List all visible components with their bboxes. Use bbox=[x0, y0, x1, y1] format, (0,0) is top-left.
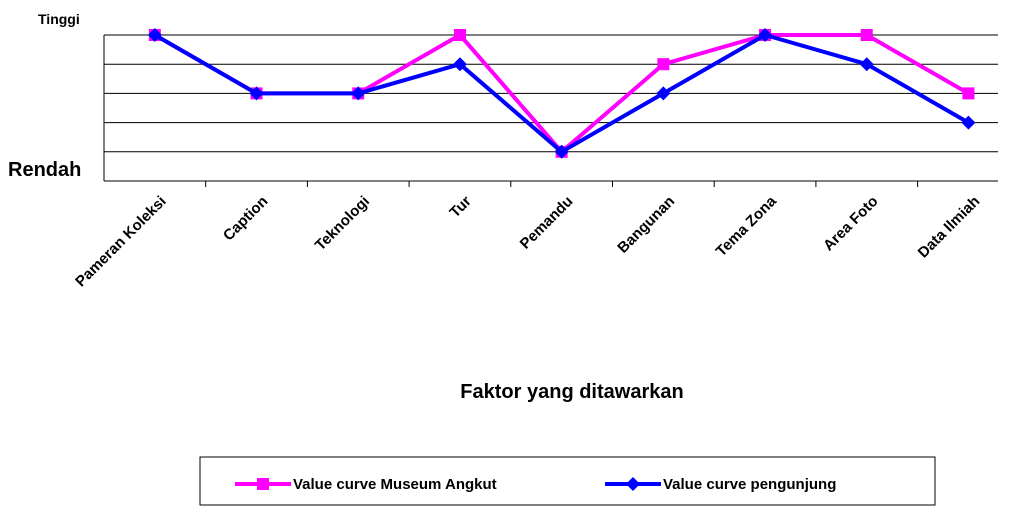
series-marker bbox=[860, 29, 873, 41]
x-axis-title: Faktor yang ditawarkan bbox=[460, 381, 683, 403]
y-bottom-label: Rendah bbox=[8, 159, 81, 181]
series-marker bbox=[147, 28, 162, 42]
series-marker bbox=[859, 57, 874, 72]
series-marker bbox=[962, 87, 975, 100]
x-tick-label: Pemandu bbox=[517, 193, 577, 253]
x-tick-label: Data Ilmiah bbox=[915, 193, 984, 262]
x-tick-label: Area Foto bbox=[820, 193, 882, 255]
legend-marker bbox=[257, 478, 269, 490]
x-tick-label: Tur bbox=[446, 193, 474, 221]
legend-box bbox=[199, 456, 936, 506]
series-marker bbox=[656, 86, 671, 101]
series-marker bbox=[351, 86, 366, 101]
series-marker bbox=[657, 58, 670, 71]
legend-label: Value curve pengunjung bbox=[663, 476, 836, 493]
x-tick-label: Teknologi bbox=[312, 193, 373, 254]
x-tick-label: Pameran Koleksi bbox=[72, 193, 170, 291]
y-top-label: Tinggi bbox=[38, 11, 80, 27]
series-marker bbox=[452, 57, 467, 72]
series-marker bbox=[249, 86, 264, 101]
series-marker bbox=[758, 28, 773, 42]
series-marker bbox=[961, 115, 976, 130]
series-marker bbox=[453, 29, 466, 41]
x-tick-label: Tema Zona bbox=[713, 192, 781, 260]
legend-marker bbox=[626, 477, 640, 491]
x-tick-label: Caption bbox=[220, 193, 271, 244]
legend-label: Value curve Museum Angkut bbox=[293, 476, 497, 493]
series-marker bbox=[554, 144, 569, 159]
x-tick-label: Bangunan bbox=[614, 193, 678, 257]
